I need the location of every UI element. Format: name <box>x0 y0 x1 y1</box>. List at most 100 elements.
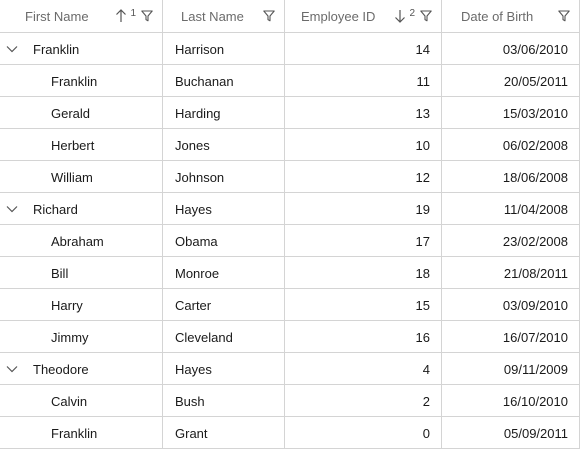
cell-first-name[interactable]: Harry <box>0 289 163 321</box>
cell-employee-id[interactable]: 18 <box>285 257 442 289</box>
child-row[interactable]: Gerald Harding 13 15/03/2010 <box>0 97 579 129</box>
cell-first-name[interactable]: Abraham <box>0 225 163 257</box>
parent-row[interactable]: Franklin Harrison 14 03/06/2010 <box>0 33 579 65</box>
cell-employee-id[interactable]: 15 <box>285 289 442 321</box>
child-row[interactable]: Abraham Obama 17 23/02/2008 <box>0 225 579 257</box>
cell-last-name[interactable]: Obama <box>163 225 285 257</box>
cell-last-name[interactable]: Johnson <box>163 161 285 193</box>
employee-id-text: 0 <box>422 425 430 441</box>
child-row[interactable]: Franklin Buchanan 11 20/05/2011 <box>0 65 579 97</box>
cell-employee-id[interactable]: 17 <box>285 225 442 257</box>
cell-first-name[interactable]: Richard <box>0 193 163 225</box>
cell-date-of-birth[interactable]: 11/04/2008 <box>442 193 579 225</box>
column-header-date-of-birth[interactable]: Date of Birth <box>442 0 579 32</box>
cell-date-of-birth[interactable]: 06/02/2008 <box>442 129 579 161</box>
cell-last-name[interactable]: Grant <box>163 417 285 449</box>
cell-last-name[interactable]: Carter <box>163 289 285 321</box>
cell-date-of-birth[interactable]: 16/07/2010 <box>442 321 579 353</box>
employee-id-text: 19 <box>415 201 430 217</box>
employee-id-text: 4 <box>422 361 430 377</box>
cell-date-of-birth[interactable]: 09/11/2009 <box>442 353 579 385</box>
filter-icon[interactable] <box>140 9 154 23</box>
chevron-down-icon[interactable] <box>0 357 24 381</box>
employee-id-text: 17 <box>415 233 430 249</box>
cell-date-of-birth[interactable]: 05/09/2011 <box>442 417 579 449</box>
employee-id-text: 15 <box>415 297 430 313</box>
cell-employee-id[interactable]: 2 <box>285 385 442 417</box>
sort-descending-icon[interactable] <box>393 9 407 23</box>
cell-first-name[interactable]: Gerald <box>0 97 163 129</box>
cell-date-of-birth[interactable]: 15/03/2010 <box>442 97 579 129</box>
cell-last-name[interactable]: Monroe <box>163 257 285 289</box>
child-row[interactable]: Calvin Bush 2 16/10/2010 <box>0 385 579 417</box>
last-name-text: Johnson <box>175 169 225 185</box>
last-name-text: Hayes <box>175 201 212 217</box>
column-header-first-name[interactable]: First Name 1 <box>0 0 163 32</box>
child-row[interactable]: Franklin Grant 0 05/09/2011 <box>0 417 579 449</box>
cell-date-of-birth[interactable]: 03/06/2010 <box>442 33 579 65</box>
cell-date-of-birth[interactable]: 16/10/2010 <box>442 385 579 417</box>
cell-last-name[interactable]: Harrison <box>163 33 285 65</box>
first-name-text: Jimmy <box>51 329 89 345</box>
last-name-text: Harrison <box>175 41 225 57</box>
filter-icon[interactable] <box>262 9 276 23</box>
cell-first-name[interactable]: Herbert <box>0 129 163 161</box>
cell-last-name[interactable]: Jones <box>163 129 285 161</box>
filter-icon[interactable] <box>419 9 433 23</box>
cell-employee-id[interactable]: 14 <box>285 33 442 65</box>
cell-employee-id[interactable]: 0 <box>285 417 442 449</box>
cell-first-name[interactable]: Bill <box>0 257 163 289</box>
cell-employee-id[interactable]: 13 <box>285 97 442 129</box>
column-header-last-name[interactable]: Last Name <box>163 0 285 32</box>
date-of-birth-text: 03/09/2010 <box>502 297 568 313</box>
cell-employee-id[interactable]: 4 <box>285 353 442 385</box>
parent-row[interactable]: Theodore Hayes 4 09/11/2009 <box>0 353 579 385</box>
cell-date-of-birth[interactable]: 23/02/2008 <box>442 225 579 257</box>
chevron-down-icon[interactable] <box>0 37 24 61</box>
sort-ascending-icon[interactable] <box>114 9 128 23</box>
first-name-text: Franklin <box>33 41 80 57</box>
cell-first-name[interactable]: Theodore <box>0 353 163 385</box>
cell-employee-id[interactable]: 10 <box>285 129 442 161</box>
cell-last-name[interactable]: Buchanan <box>163 65 285 97</box>
cell-first-name[interactable]: Franklin <box>0 65 163 97</box>
cell-date-of-birth[interactable]: 21/08/2011 <box>442 257 579 289</box>
last-name-text: Jones <box>175 137 210 153</box>
cell-employee-id[interactable]: 16 <box>285 321 442 353</box>
cell-first-name[interactable]: Jimmy <box>0 321 163 353</box>
cell-first-name[interactable]: William <box>0 161 163 193</box>
grid-body: Franklin Harrison 14 03/06/2010 Franklin Buch… <box>0 33 579 449</box>
child-row[interactable]: Harry Carter 15 03/09/2010 <box>0 289 579 321</box>
child-row[interactable]: Jimmy Cleveland 16 16/07/2010 <box>0 321 579 353</box>
last-name-text: Bush <box>175 393 205 409</box>
column-header-employee-id[interactable]: Employee ID 2 <box>285 0 442 32</box>
cell-employee-id[interactable]: 11 <box>285 65 442 97</box>
date-of-birth-text: 15/03/2010 <box>502 105 568 121</box>
cell-last-name[interactable]: Hayes <box>163 193 285 225</box>
column-header-label: First Name <box>25 8 89 24</box>
cell-last-name[interactable]: Harding <box>163 97 285 129</box>
chevron-down-icon[interactable] <box>0 197 24 221</box>
cell-last-name[interactable]: Cleveland <box>163 321 285 353</box>
filter-icon[interactable] <box>557 9 571 23</box>
date-of-birth-text: 05/09/2011 <box>503 425 568 441</box>
parent-row[interactable]: Richard Hayes 19 11/04/2008 <box>0 193 579 225</box>
cell-date-of-birth[interactable]: 20/05/2011 <box>442 65 579 97</box>
last-name-text: Grant <box>175 425 208 441</box>
cell-last-name[interactable]: Hayes <box>163 353 285 385</box>
date-of-birth-text: 06/02/2008 <box>502 137 568 153</box>
last-name-text: Buchanan <box>175 73 234 89</box>
cell-last-name[interactable]: Bush <box>163 385 285 417</box>
cell-employee-id[interactable]: 19 <box>285 193 442 225</box>
cell-employee-id[interactable]: 12 <box>285 161 442 193</box>
sort-order-index: 1 <box>130 7 136 19</box>
cell-date-of-birth[interactable]: 03/09/2010 <box>442 289 579 321</box>
column-header-label: Last Name <box>181 8 244 24</box>
child-row[interactable]: Herbert Jones 10 06/02/2008 <box>0 129 579 161</box>
cell-first-name[interactable]: Calvin <box>0 385 163 417</box>
child-row[interactable]: Bill Monroe 18 21/08/2011 <box>0 257 579 289</box>
cell-first-name[interactable]: Franklin <box>0 33 163 65</box>
cell-date-of-birth[interactable]: 18/06/2008 <box>442 161 579 193</box>
cell-first-name[interactable]: Franklin <box>0 417 163 449</box>
child-row[interactable]: William Johnson 12 18/06/2008 <box>0 161 579 193</box>
